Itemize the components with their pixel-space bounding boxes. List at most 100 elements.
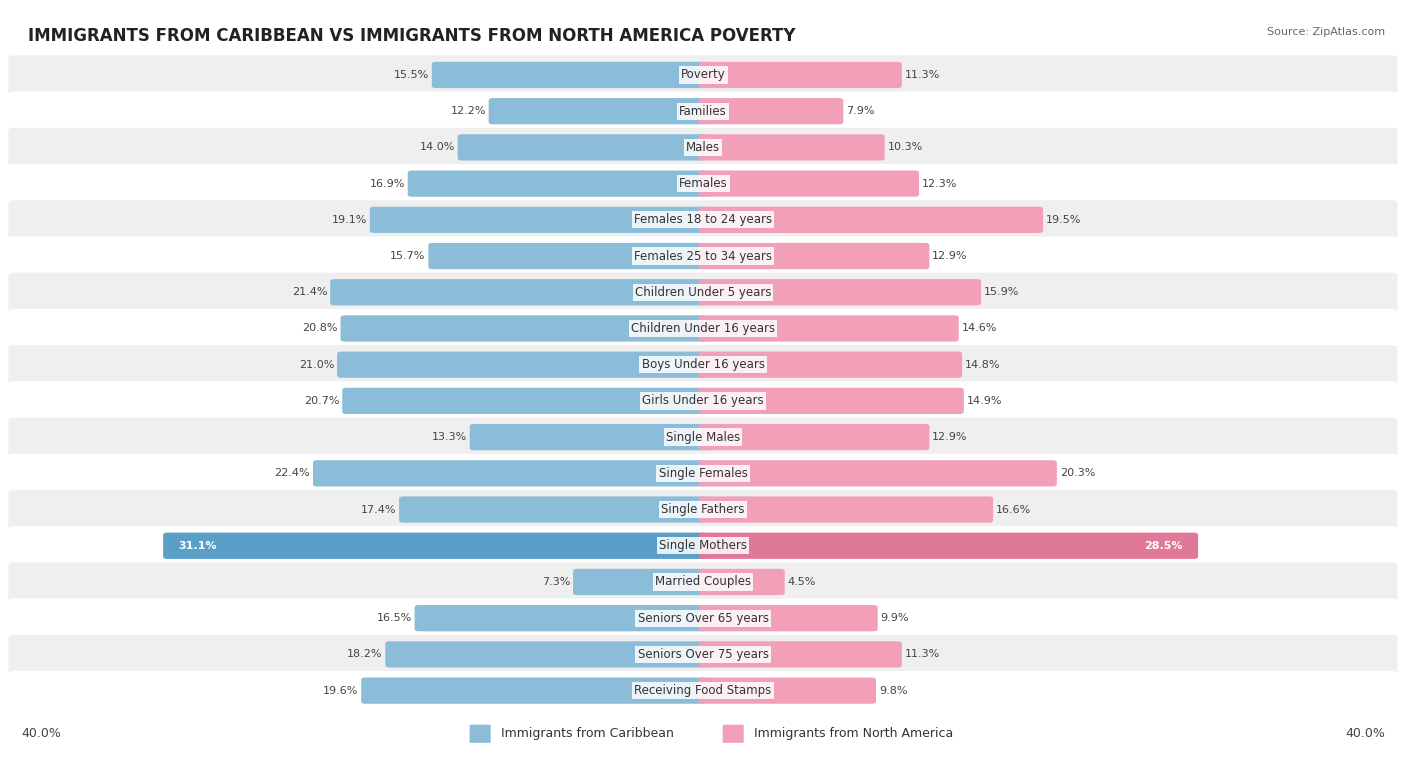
- Text: Females: Females: [679, 177, 727, 190]
- Text: 11.3%: 11.3%: [904, 70, 939, 80]
- Text: 28.5%: 28.5%: [1144, 540, 1182, 551]
- Text: 40.0%: 40.0%: [1346, 727, 1385, 741]
- FancyBboxPatch shape: [699, 388, 965, 414]
- FancyBboxPatch shape: [408, 171, 707, 197]
- FancyBboxPatch shape: [337, 352, 707, 377]
- FancyBboxPatch shape: [8, 273, 1398, 312]
- FancyBboxPatch shape: [8, 381, 1398, 421]
- Text: 16.6%: 16.6%: [995, 505, 1031, 515]
- Text: 40.0%: 40.0%: [21, 727, 60, 741]
- Text: 21.4%: 21.4%: [292, 287, 328, 297]
- FancyBboxPatch shape: [699, 678, 876, 703]
- FancyBboxPatch shape: [163, 533, 707, 559]
- Text: 17.4%: 17.4%: [361, 505, 396, 515]
- FancyBboxPatch shape: [8, 454, 1398, 493]
- FancyBboxPatch shape: [699, 315, 959, 342]
- FancyBboxPatch shape: [8, 671, 1398, 710]
- Text: Single Mothers: Single Mothers: [659, 539, 747, 553]
- Text: 16.5%: 16.5%: [377, 613, 412, 623]
- Text: Seniors Over 75 years: Seniors Over 75 years: [637, 648, 769, 661]
- FancyBboxPatch shape: [699, 207, 1043, 233]
- Text: 9.8%: 9.8%: [879, 686, 907, 696]
- Text: Families: Families: [679, 105, 727, 117]
- Text: 13.3%: 13.3%: [432, 432, 467, 442]
- Text: Children Under 5 years: Children Under 5 years: [634, 286, 772, 299]
- Text: 12.9%: 12.9%: [932, 432, 967, 442]
- Text: Girls Under 16 years: Girls Under 16 years: [643, 394, 763, 407]
- FancyBboxPatch shape: [370, 207, 707, 233]
- Text: 20.3%: 20.3%: [1060, 468, 1095, 478]
- Text: Poverty: Poverty: [681, 68, 725, 81]
- FancyBboxPatch shape: [8, 345, 1398, 384]
- Text: Seniors Over 65 years: Seniors Over 65 years: [637, 612, 769, 625]
- Text: Receiving Food Stamps: Receiving Food Stamps: [634, 684, 772, 697]
- Text: 19.5%: 19.5%: [1046, 215, 1081, 225]
- FancyBboxPatch shape: [8, 562, 1398, 602]
- Text: 12.9%: 12.9%: [932, 251, 967, 261]
- Text: 14.0%: 14.0%: [419, 143, 456, 152]
- FancyBboxPatch shape: [489, 98, 707, 124]
- Text: 15.7%: 15.7%: [391, 251, 426, 261]
- FancyBboxPatch shape: [8, 490, 1398, 529]
- Text: IMMIGRANTS FROM CARIBBEAN VS IMMIGRANTS FROM NORTH AMERICA POVERTY: IMMIGRANTS FROM CARIBBEAN VS IMMIGRANTS …: [28, 27, 796, 45]
- FancyBboxPatch shape: [699, 568, 785, 595]
- Text: 9.9%: 9.9%: [880, 613, 910, 623]
- Text: 12.3%: 12.3%: [922, 179, 957, 189]
- FancyBboxPatch shape: [8, 92, 1398, 131]
- FancyBboxPatch shape: [8, 128, 1398, 167]
- Text: 20.7%: 20.7%: [304, 396, 339, 406]
- FancyBboxPatch shape: [8, 599, 1398, 637]
- FancyBboxPatch shape: [8, 200, 1398, 240]
- Text: Boys Under 16 years: Boys Under 16 years: [641, 359, 765, 371]
- Text: Single Females: Single Females: [658, 467, 748, 480]
- FancyBboxPatch shape: [699, 134, 884, 161]
- Text: Source: ZipAtlas.com: Source: ZipAtlas.com: [1267, 27, 1385, 36]
- FancyBboxPatch shape: [699, 62, 901, 88]
- FancyBboxPatch shape: [699, 352, 962, 377]
- Text: 4.5%: 4.5%: [787, 577, 815, 587]
- Text: 31.1%: 31.1%: [179, 540, 217, 551]
- Text: Single Males: Single Males: [666, 431, 740, 443]
- FancyBboxPatch shape: [723, 725, 744, 743]
- FancyBboxPatch shape: [699, 460, 1057, 487]
- Text: 16.9%: 16.9%: [370, 179, 405, 189]
- FancyBboxPatch shape: [699, 533, 1198, 559]
- FancyBboxPatch shape: [342, 388, 707, 414]
- Text: 12.2%: 12.2%: [450, 106, 486, 116]
- FancyBboxPatch shape: [574, 568, 707, 595]
- FancyBboxPatch shape: [314, 460, 707, 487]
- FancyBboxPatch shape: [8, 309, 1398, 348]
- FancyBboxPatch shape: [8, 164, 1398, 203]
- FancyBboxPatch shape: [699, 496, 993, 523]
- FancyBboxPatch shape: [699, 279, 981, 305]
- Text: 21.0%: 21.0%: [299, 360, 335, 370]
- Text: 7.3%: 7.3%: [541, 577, 571, 587]
- Text: 19.6%: 19.6%: [323, 686, 359, 696]
- Text: Females 18 to 24 years: Females 18 to 24 years: [634, 213, 772, 227]
- Text: Children Under 16 years: Children Under 16 years: [631, 322, 775, 335]
- FancyBboxPatch shape: [470, 424, 707, 450]
- FancyBboxPatch shape: [385, 641, 707, 668]
- FancyBboxPatch shape: [699, 641, 901, 668]
- FancyBboxPatch shape: [399, 496, 707, 523]
- FancyBboxPatch shape: [458, 134, 707, 161]
- Text: Females 25 to 34 years: Females 25 to 34 years: [634, 249, 772, 262]
- FancyBboxPatch shape: [699, 243, 929, 269]
- FancyBboxPatch shape: [361, 678, 707, 703]
- Text: 14.6%: 14.6%: [962, 324, 997, 334]
- Text: Immigrants from Caribbean: Immigrants from Caribbean: [501, 727, 673, 741]
- Text: 10.3%: 10.3%: [887, 143, 922, 152]
- FancyBboxPatch shape: [699, 171, 920, 197]
- FancyBboxPatch shape: [340, 315, 707, 342]
- FancyBboxPatch shape: [699, 605, 877, 631]
- FancyBboxPatch shape: [330, 279, 707, 305]
- FancyBboxPatch shape: [699, 98, 844, 124]
- FancyBboxPatch shape: [8, 526, 1398, 565]
- Text: Immigrants from North America: Immigrants from North America: [754, 727, 953, 741]
- Text: 14.9%: 14.9%: [967, 396, 1002, 406]
- FancyBboxPatch shape: [415, 605, 707, 631]
- FancyBboxPatch shape: [8, 634, 1398, 674]
- Text: 11.3%: 11.3%: [904, 650, 939, 659]
- Text: 22.4%: 22.4%: [274, 468, 311, 478]
- FancyBboxPatch shape: [429, 243, 707, 269]
